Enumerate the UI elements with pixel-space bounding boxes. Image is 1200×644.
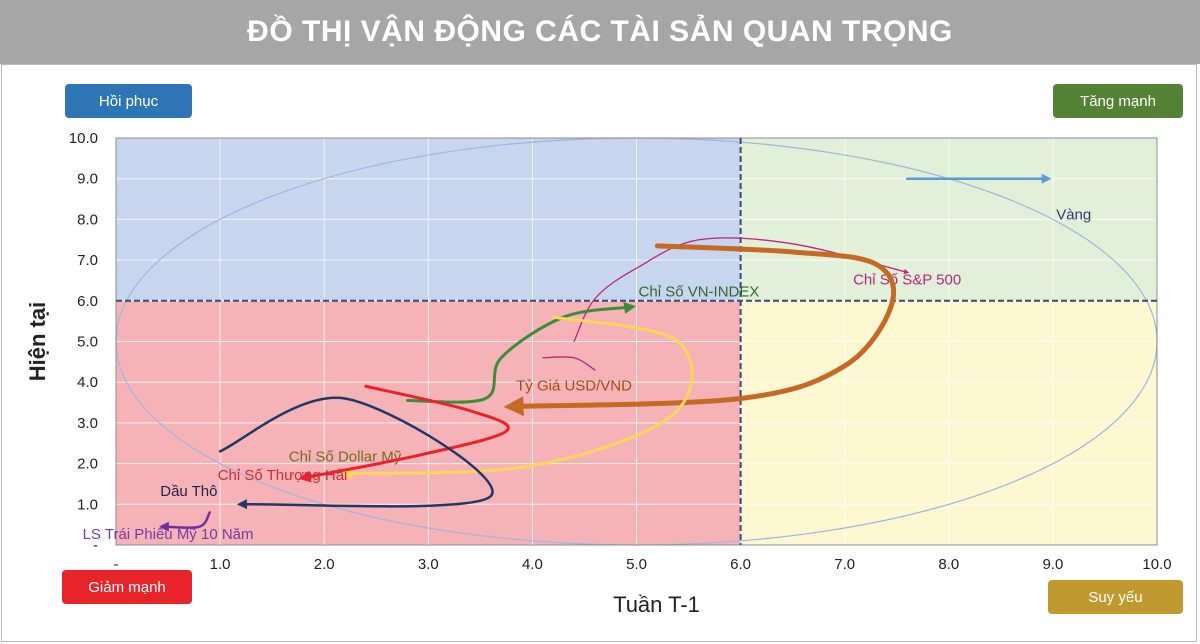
x-tick-label: 7.0 [834, 556, 855, 573]
series-line-chi-so-thuong-hai [298, 384, 510, 483]
series-label-chi-so-vn-index: Chỉ Số VN-INDEX [639, 284, 760, 301]
quadrant-label-bottom-left: Giảm mạnh [62, 570, 192, 604]
series-line-chi-so-dollar-my [340, 315, 694, 480]
y-axis-title: Hiện tại [25, 302, 50, 381]
x-axis-title: Tuần T-1 [613, 592, 700, 617]
x-tick-label: 1.0 [210, 556, 231, 573]
chart-title-banner: ĐỒ THỊ VẬN ĐỘNG CÁC TÀI SẢN QUAN TRỌNG [0, 0, 1200, 64]
series-line-chi-so-s-p-500 [573, 237, 910, 343]
x-tick-label: 2.0 [314, 556, 335, 573]
series-line-dau-tho [218, 396, 494, 510]
x-tick-label: 10.0 [1142, 556, 1171, 573]
x-tick-label: 3.0 [418, 556, 439, 573]
y-tick-label: 9.0 [77, 171, 98, 188]
quadrant-label-bottom-right-text: Suy yếu [1088, 588, 1143, 606]
series-label-chi-so-s-p-500: Chỉ Số S&P 500 [853, 272, 961, 289]
series-label-ls-trai-phieu-my-10-nam: LS Trái Phiếu Mỹ 10 Năm [83, 526, 254, 543]
y-tick-label: 5.0 [77, 334, 98, 351]
series-line-ty-gia-usd-vnd [503, 243, 897, 417]
quadrant-label-top-right-text: Tăng mạnh [1080, 92, 1156, 110]
x-tick-label: - [114, 556, 119, 573]
series-label-ty-gia-usd-vnd: Tỷ Giá USD/VND [516, 377, 632, 394]
y-tick-label: - [93, 537, 98, 554]
y-tick-label: 8.0 [77, 211, 98, 228]
x-tick-label: 5.0 [626, 556, 647, 573]
series-line-chi-so-vn-index [405, 302, 637, 404]
y-tick-label: 4.0 [77, 374, 98, 391]
x-tick-label: 9.0 [1042, 556, 1063, 573]
y-tick-label: 6.0 [77, 293, 98, 310]
quadrant-label-top-left-text: Hồi phục [98, 92, 159, 110]
y-tick-label: 1.0 [77, 496, 98, 513]
series-tail-chi-so-s-p-500 [542, 356, 596, 371]
series-label-chi-so-dollar-my: Chỉ Số Dollar Mỹ [289, 449, 402, 466]
chart-frame [1, 64, 1197, 642]
chart-title: ĐỒ THỊ VẬN ĐỘNG CÁC TÀI SẢN QUAN TRỌNG [247, 15, 953, 48]
quadrant-label-top-right: Tăng mạnh [1053, 84, 1183, 118]
x-tick-label: 4.0 [522, 556, 543, 573]
quadrant-label-bottom-right: Suy yếu [1048, 580, 1183, 614]
quadrant-label-bottom-left-text: Giảm mạnh [88, 578, 166, 596]
series-label-dau-tho: Dầu Thô [160, 483, 217, 500]
x-tick-label: 8.0 [938, 556, 959, 573]
y-tick-label: 3.0 [77, 415, 98, 432]
series-label-vang: Vàng [1056, 206, 1091, 223]
series-line-ls-trai-phieu-my-10-nam [158, 511, 211, 532]
plot-border [115, 137, 1158, 546]
y-tick-label: 7.0 [77, 252, 98, 269]
x-tick-label: 6.0 [730, 556, 751, 573]
quadrant-label-top-left: Hồi phục [65, 84, 192, 118]
series-label-chi-so-thuong-hai: Chỉ Số Thượng Hải [218, 467, 348, 484]
y-tick-label: 2.0 [77, 456, 98, 473]
y-tick-label: 10.0 [69, 130, 98, 147]
